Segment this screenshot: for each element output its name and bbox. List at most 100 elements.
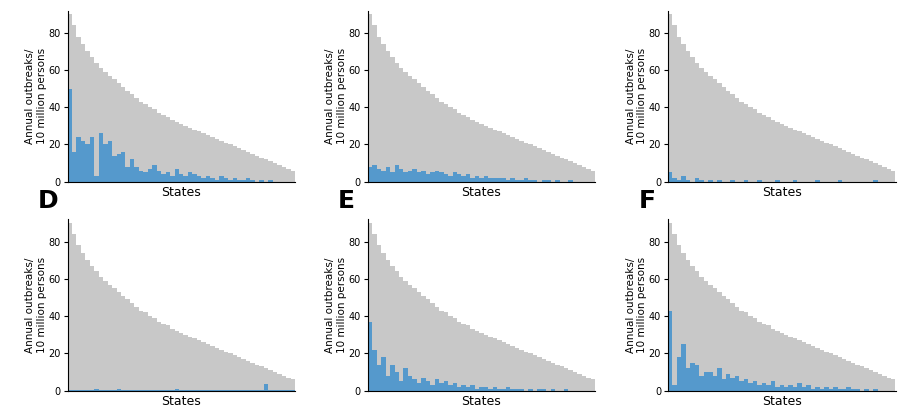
Bar — [681, 176, 686, 182]
Text: F: F — [638, 189, 655, 213]
Bar — [842, 389, 846, 391]
Bar — [86, 260, 90, 391]
Bar — [291, 379, 295, 391]
Bar — [377, 245, 381, 391]
Y-axis label: Annual outbreaks/
10 million persons: Annual outbreaks/ 10 million persons — [326, 257, 347, 353]
Bar — [480, 387, 483, 391]
Bar — [775, 387, 779, 391]
Bar — [699, 376, 704, 391]
Bar — [735, 307, 740, 391]
Bar — [891, 379, 896, 391]
Bar — [542, 389, 546, 391]
Bar — [170, 120, 175, 182]
Bar — [546, 180, 551, 182]
Bar — [394, 271, 399, 391]
Bar — [462, 115, 466, 182]
Bar — [179, 390, 184, 391]
Bar — [811, 346, 815, 391]
Bar — [179, 174, 184, 182]
Bar — [501, 133, 506, 182]
Bar — [104, 144, 108, 182]
Bar — [815, 387, 820, 391]
Bar — [250, 363, 255, 391]
Y-axis label: Annual outbreaks/
10 million persons: Annual outbreaks/ 10 million persons — [326, 48, 347, 144]
Bar — [202, 133, 206, 182]
Bar — [385, 260, 390, 391]
Bar — [439, 173, 444, 182]
Bar — [686, 260, 690, 391]
Bar — [223, 143, 228, 182]
Bar — [770, 120, 775, 182]
Bar — [690, 57, 695, 182]
Bar — [770, 381, 775, 391]
Bar — [802, 387, 806, 391]
Bar — [99, 68, 104, 182]
Bar — [864, 159, 868, 182]
Bar — [381, 253, 385, 391]
Bar — [259, 180, 264, 182]
Bar — [161, 174, 166, 182]
Bar — [842, 359, 846, 391]
Bar — [90, 390, 94, 391]
Bar — [68, 89, 72, 182]
Bar — [510, 346, 515, 391]
Bar — [868, 161, 873, 182]
Bar — [232, 178, 237, 182]
Bar — [497, 389, 501, 391]
Bar — [121, 296, 125, 391]
Bar — [704, 281, 708, 391]
Bar — [408, 284, 412, 391]
Bar — [90, 137, 94, 182]
Bar — [546, 152, 551, 182]
Bar — [390, 365, 394, 391]
Bar — [524, 143, 528, 182]
Bar — [148, 107, 152, 182]
Bar — [241, 359, 246, 391]
Bar — [241, 180, 246, 182]
Bar — [717, 180, 722, 182]
Bar — [139, 171, 143, 182]
Bar — [886, 378, 891, 391]
Bar — [86, 51, 90, 182]
Bar — [501, 178, 506, 182]
Bar — [793, 130, 797, 182]
Bar — [829, 389, 833, 391]
Bar — [72, 152, 76, 182]
Bar — [408, 171, 412, 182]
Bar — [546, 361, 551, 391]
Bar — [435, 98, 439, 182]
Bar — [403, 281, 408, 391]
Bar — [412, 79, 417, 182]
Bar — [157, 322, 161, 391]
Bar — [533, 355, 537, 391]
Bar — [519, 350, 524, 391]
Bar — [878, 374, 882, 391]
Bar — [542, 180, 546, 182]
Bar — [373, 234, 377, 391]
Bar — [170, 329, 175, 391]
Bar — [528, 180, 533, 182]
Bar — [157, 113, 161, 182]
Bar — [886, 169, 891, 182]
Bar — [148, 169, 152, 182]
Bar — [385, 51, 390, 182]
Bar — [453, 318, 457, 391]
Bar — [761, 323, 766, 391]
Bar — [246, 390, 250, 391]
Bar — [802, 133, 806, 182]
Bar — [533, 146, 537, 182]
Bar — [139, 310, 143, 391]
Bar — [134, 390, 139, 391]
Bar — [399, 68, 403, 182]
Bar — [197, 176, 202, 182]
X-axis label: States: States — [161, 186, 201, 199]
Bar — [811, 137, 815, 182]
Bar — [770, 329, 775, 391]
Bar — [748, 383, 752, 391]
Bar — [268, 161, 273, 182]
Bar — [417, 383, 421, 391]
Bar — [833, 355, 838, 391]
Bar — [166, 326, 170, 391]
Bar — [457, 113, 462, 182]
Bar — [519, 180, 524, 182]
